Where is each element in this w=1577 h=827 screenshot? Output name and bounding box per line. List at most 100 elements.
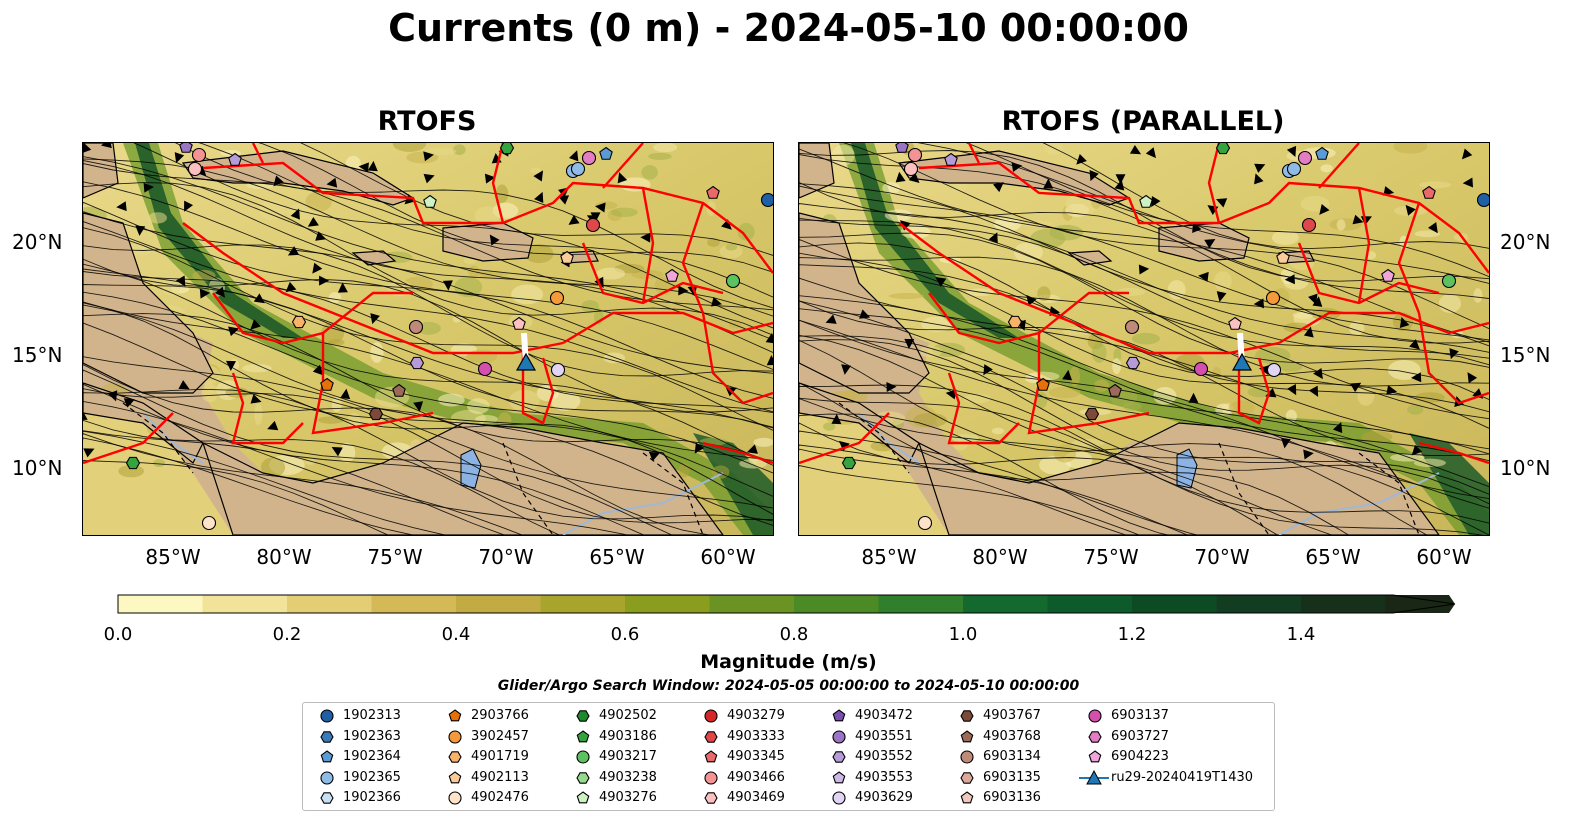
colorbar-segment <box>202 595 288 613</box>
streamline <box>83 437 415 535</box>
argo-float-marker <box>512 316 526 330</box>
lat-label-right-20n: 20°N <box>1500 230 1551 254</box>
eez-boundary <box>1397 202 1421 314</box>
legend-label: 4903469 <box>727 790 785 806</box>
streamline-arrow <box>1254 173 1264 185</box>
pentagon-marker-icon <box>576 791 590 804</box>
streamline-arrow <box>423 151 434 162</box>
streamline-arrow <box>859 309 871 319</box>
pentagon-marker-icon <box>1088 750 1102 763</box>
streamline <box>799 238 1489 420</box>
streamline <box>799 300 1489 456</box>
legend-label: 1902313 <box>343 708 401 723</box>
lon-label-right-75w: 75°W <box>1083 545 1139 569</box>
streamline-arrow <box>489 234 500 246</box>
eez-boundary <box>202 161 773 274</box>
streamline-arrow <box>1204 238 1216 249</box>
streamline <box>83 158 773 317</box>
streamline <box>799 398 1333 535</box>
streamline-arrow <box>899 220 911 231</box>
argo-float-marker <box>560 250 574 264</box>
argo-float-marker <box>187 161 203 177</box>
streamline-arrow <box>1428 222 1438 234</box>
land-mass <box>1067 250 1113 266</box>
legend-label: 4902476 <box>471 790 529 806</box>
streamline-arrow <box>337 282 348 293</box>
argo-float-marker <box>903 161 919 177</box>
streamline <box>799 242 1489 400</box>
hexagon-marker-icon <box>448 751 462 763</box>
pentagon-marker-icon <box>960 791 974 804</box>
pentagon-marker-icon <box>704 750 718 763</box>
streamline-arrow <box>1280 437 1291 449</box>
lat-label-left-10n: 10°N <box>12 456 63 480</box>
streamline-arrow <box>1076 153 1087 165</box>
streamline-arrow <box>721 219 732 230</box>
circle-marker-icon <box>960 750 974 764</box>
eez-boundary <box>182 222 564 355</box>
eez-boundary <box>641 187 655 304</box>
colorbar-segment <box>878 595 964 613</box>
streamline-arrow <box>568 215 580 225</box>
eez-boundary <box>1357 187 1371 304</box>
streamline-arrow <box>178 380 190 390</box>
argo-float-marker <box>550 362 566 378</box>
streamline-arrow <box>312 262 323 274</box>
hexagon-marker-icon <box>320 730 334 743</box>
pentagon-marker-icon <box>448 771 462 784</box>
legend-label: 6904223 <box>1111 749 1169 765</box>
colorbar-extend-arrow <box>1385 595 1455 613</box>
legend-label: 4903276 <box>599 790 657 806</box>
streamline-arrow <box>908 172 920 183</box>
streamline <box>799 203 1489 353</box>
streamline <box>799 150 1489 282</box>
streamline-arrow <box>1411 372 1422 383</box>
lon-label-right-70w: 70°W <box>1194 545 1250 569</box>
legend-label: 1902366 <box>343 790 401 806</box>
streamline-arrow <box>935 276 947 287</box>
current-band <box>123 143 773 535</box>
streamline-arrow <box>766 355 773 366</box>
argo-float-marker <box>201 515 217 531</box>
colorbar-title: Magnitude (m/s) <box>700 651 877 673</box>
argo-float-marker <box>1084 407 1100 421</box>
streamline-arrow <box>83 410 88 421</box>
streamline-arrow <box>1286 145 1297 158</box>
streamline-arrow <box>1332 421 1343 434</box>
streamline-arrow <box>533 170 544 182</box>
legend-label: 6903136 <box>983 790 1041 806</box>
eez-boundary <box>947 372 1020 445</box>
lon-label-left-75w: 75°W <box>367 545 423 569</box>
eez-boundary <box>898 222 1280 355</box>
streamline-arrow <box>945 389 957 400</box>
streamline-arrow <box>557 195 570 205</box>
streamline <box>799 308 1489 462</box>
streamline-arrow <box>1129 144 1142 155</box>
streamline-arrow <box>1411 444 1423 456</box>
streamline <box>83 182 773 336</box>
legend-label: 1902363 <box>343 728 401 744</box>
colorbar-segment <box>1132 595 1217 613</box>
streamline-arrow <box>831 413 842 425</box>
eez-boundary <box>1278 311 1489 345</box>
legend-label: 6903137 <box>1111 708 1169 723</box>
streamline-arrow <box>107 390 118 402</box>
map-canvas <box>799 143 1489 535</box>
streamline <box>799 448 1189 535</box>
legend-label: 4902502 <box>599 708 657 723</box>
eez-boundary <box>799 412 890 465</box>
argo-float-marker <box>1266 362 1282 378</box>
legend-label: 6903134 <box>983 749 1041 765</box>
streamline-arrow <box>1254 163 1266 173</box>
streamline-arrow <box>988 232 998 244</box>
streamline <box>83 460 390 535</box>
streamline-arrow <box>358 162 369 173</box>
streamline <box>799 430 1199 535</box>
argo-float-marker <box>368 407 384 421</box>
streamline-arrow <box>1114 179 1125 191</box>
lon-label-left-60w: 60°W <box>700 545 756 569</box>
streamline <box>83 430 448 535</box>
argo-float-marker <box>1139 194 1153 208</box>
legend-label: 4903551 <box>855 728 913 744</box>
streamline-arrow <box>1462 177 1474 188</box>
